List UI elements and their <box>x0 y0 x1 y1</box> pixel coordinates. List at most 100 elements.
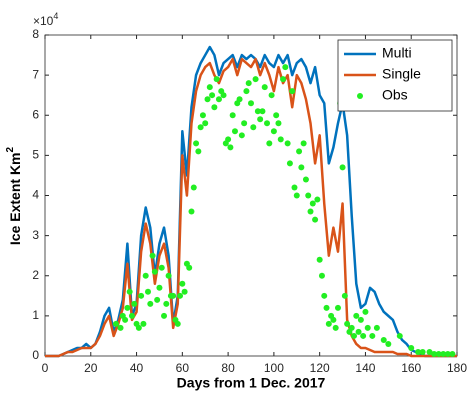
obs-point <box>138 292 145 299</box>
obs-point <box>190 184 197 191</box>
obs-point <box>286 160 293 167</box>
legend-label: Multi <box>382 45 412 61</box>
obs-point <box>117 324 124 331</box>
obs-point <box>186 264 193 271</box>
x-tick-label: 100 <box>264 361 284 375</box>
y-tick-label: 8 <box>32 27 39 41</box>
plot-area <box>44 34 458 358</box>
obs-point <box>236 96 243 103</box>
obs-point <box>131 300 138 307</box>
obs-point <box>419 348 426 355</box>
y-axis-label-superscript: 2 <box>5 146 16 152</box>
obs-point <box>124 304 131 311</box>
obs-point <box>353 312 360 319</box>
obs-point <box>293 192 300 199</box>
legend: Multi Single Obs <box>337 39 453 112</box>
obs-point <box>364 324 371 331</box>
obs-point <box>140 320 147 327</box>
obs-point <box>213 76 220 83</box>
obs-point <box>373 324 380 331</box>
legend-label: Single <box>382 66 421 82</box>
obs-point <box>179 280 186 287</box>
obs-point <box>195 148 202 155</box>
y-tick-label: 1 <box>32 308 39 322</box>
obs-point <box>135 324 142 331</box>
y-axis-label: Ice Extent Km2 <box>5 146 23 245</box>
x-tick-label: 120 <box>310 361 330 375</box>
obs-point <box>197 124 204 131</box>
obs-point <box>449 350 456 357</box>
obs-point <box>435 350 442 357</box>
x-tick-label: 80 <box>221 361 235 375</box>
obs-point <box>289 88 296 95</box>
obs-point <box>248 100 254 107</box>
obs-point <box>312 216 319 223</box>
y-axis-label-text: Ice Extent Km <box>7 152 23 245</box>
obs-point <box>351 332 357 339</box>
obs-point <box>426 348 433 355</box>
y-tick-label: 4 <box>32 188 39 202</box>
obs-point <box>300 140 307 147</box>
y-tick-label: 6 <box>32 107 39 121</box>
obs-point <box>220 92 227 99</box>
obs-point <box>229 112 236 119</box>
obs-point <box>332 324 339 331</box>
obs-point <box>231 128 238 135</box>
obs-point <box>151 268 158 275</box>
obs-point <box>341 292 348 299</box>
legend-swatch <box>357 93 363 99</box>
obs-point <box>112 320 119 327</box>
obs-point <box>209 92 216 99</box>
obs-point <box>126 288 133 295</box>
obs-point <box>245 80 252 87</box>
obs-point <box>369 332 376 339</box>
x-tick-label: 140 <box>355 361 375 375</box>
x-tick-label: 180 <box>447 361 467 375</box>
x-tick-label: 60 <box>176 361 190 375</box>
obs-point <box>161 312 168 319</box>
obs-point <box>380 336 387 343</box>
obs-point <box>202 120 209 127</box>
obs-point <box>415 348 422 355</box>
obs-point <box>344 320 351 327</box>
obs-point <box>158 264 165 271</box>
obs-point <box>270 128 277 135</box>
y-tick-label: 0 <box>32 348 39 362</box>
obs-point <box>128 312 135 319</box>
y-multiplier: ×104 <box>33 11 58 28</box>
obs-point <box>257 116 264 123</box>
obs-point <box>259 108 266 115</box>
obs-point <box>355 328 362 335</box>
obs-point <box>357 316 364 323</box>
obs-point <box>280 76 287 83</box>
obs-point <box>122 316 129 323</box>
obs-point <box>238 132 245 139</box>
obs-point <box>165 272 172 279</box>
obs-point <box>149 252 156 259</box>
obs-point <box>188 208 195 215</box>
obs-point <box>305 192 312 199</box>
obs-point <box>307 208 314 215</box>
obs-point <box>266 140 273 147</box>
obs-point <box>321 292 328 299</box>
obs-point <box>323 304 330 311</box>
obs-point <box>385 340 392 347</box>
obs-point <box>250 124 257 131</box>
obs-point <box>273 112 280 119</box>
y-tick-label: 7 <box>32 67 39 81</box>
legend-label: Obs <box>382 87 408 103</box>
obs-point <box>284 140 291 147</box>
obs-point <box>325 320 332 327</box>
obs-point <box>291 184 298 191</box>
obs-point <box>348 324 355 331</box>
y-tick-label: 3 <box>32 228 39 242</box>
obs-point <box>241 120 248 127</box>
obs-point <box>277 136 284 143</box>
x-tick-label: 20 <box>84 361 98 375</box>
obs-point <box>206 84 213 91</box>
obs-point <box>334 304 341 311</box>
obs-point <box>142 272 149 279</box>
obs-point <box>314 196 321 203</box>
